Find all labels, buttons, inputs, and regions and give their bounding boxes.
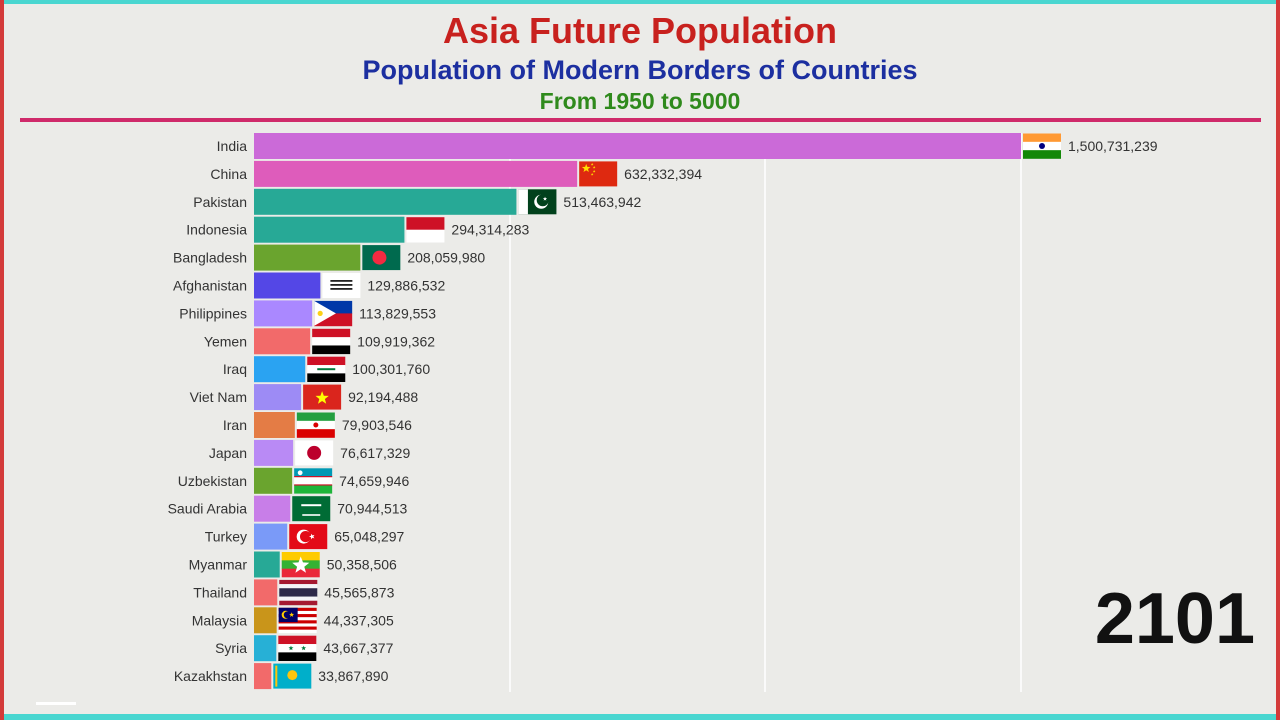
myanmar-flag-icon (281, 552, 320, 578)
bar (254, 523, 288, 550)
bar (254, 300, 313, 327)
value-label: 109,919,362 (357, 333, 435, 349)
bar (254, 133, 1021, 159)
video-progress-bar[interactable] (36, 702, 76, 705)
bar (254, 579, 278, 606)
frame-left-border (0, 0, 4, 720)
chart-subtitle: Population of Modern Borders of Countrie… (362, 55, 918, 85)
india-flag-icon (1023, 133, 1061, 159)
category-label: Malaysia (192, 612, 247, 628)
chart-title: Asia Future Population (442, 10, 837, 51)
bar (254, 551, 280, 578)
bar (254, 272, 321, 299)
japan-flag-icon (295, 440, 334, 466)
value-label: 113,829,553 (359, 305, 436, 321)
chart-date-range: From 1950 to 5000 (539, 88, 741, 114)
bar (254, 244, 361, 271)
thailand-flag-icon (279, 579, 318, 606)
bar (254, 495, 291, 522)
bangladesh-flag-icon (362, 245, 401, 271)
value-label: 129,886,532 (367, 278, 445, 294)
value-label: 43,667,377 (323, 640, 393, 656)
value-label: 1,500,731,239 (1068, 138, 1158, 154)
category-label: Bangladesh (173, 250, 247, 266)
bar (254, 439, 294, 466)
frame-bottom-border (0, 714, 1280, 720)
category-label: Viet Nam (190, 389, 247, 405)
iraq-flag-icon (307, 356, 346, 382)
china-flag-icon (579, 161, 618, 187)
category-label: Yemen (204, 333, 247, 349)
category-label: Iraq (223, 361, 247, 377)
value-label: 33,867,890 (318, 668, 388, 684)
category-label: Saudi Arabia (168, 501, 248, 517)
value-label: 70,944,513 (337, 501, 407, 517)
frame-right-border (1276, 0, 1280, 720)
value-label: 44,337,305 (324, 612, 394, 628)
category-label: Afghanistan (173, 278, 247, 294)
value-label: 74,659,946 (339, 473, 409, 489)
malaysia-flag-icon (278, 607, 317, 634)
value-label: 100,301,760 (352, 361, 430, 377)
year-counter: 2101 (1094, 579, 1255, 659)
indonesia-flag-icon (406, 217, 445, 243)
category-label: India (217, 138, 248, 154)
bar (254, 328, 311, 355)
iran-flag-icon (296, 412, 335, 438)
category-label: Syria (215, 640, 247, 656)
turkey-flag-icon (289, 524, 328, 550)
philippines-flag-icon (314, 300, 353, 327)
value-label: 92,194,488 (348, 389, 418, 405)
bar (254, 216, 405, 243)
bar (254, 467, 293, 494)
value-label: 632,332,394 (624, 166, 702, 182)
viet-nam-flag-icon (303, 384, 342, 410)
bar (254, 663, 272, 690)
kazakhstan-flag-icon (273, 663, 312, 689)
category-label: Thailand (193, 584, 247, 600)
saudi-arabia-flag-icon (292, 496, 331, 522)
bar (254, 384, 302, 411)
bar (254, 356, 306, 383)
title-divider (20, 118, 1261, 122)
value-label: 513,463,942 (563, 194, 641, 210)
category-label: Myanmar (189, 557, 248, 573)
value-label: 294,314,283 (451, 222, 529, 238)
afghanistan-flag-icon (322, 273, 361, 298)
category-label: Kazakhstan (174, 668, 247, 684)
uzbekistan-flag-icon (294, 468, 333, 494)
frame-top-border (0, 0, 1280, 4)
bar (254, 635, 277, 662)
pakistan-flag-icon (518, 189, 557, 215)
value-label: 45,565,873 (324, 584, 394, 600)
value-label: 76,617,329 (340, 445, 410, 461)
value-label: 65,048,297 (334, 529, 404, 545)
bar (254, 607, 277, 634)
value-label: 79,903,546 (342, 417, 412, 433)
bar (254, 188, 517, 215)
value-label: 208,059,980 (407, 250, 485, 266)
bar (254, 160, 578, 187)
category-label: Japan (209, 445, 247, 461)
category-label: Philippines (179, 305, 247, 321)
value-label: 50,358,506 (327, 557, 397, 573)
category-label: Pakistan (193, 194, 247, 210)
syria-flag-icon (278, 635, 317, 661)
bar (254, 412, 295, 438)
category-label: Iran (223, 417, 247, 433)
category-label: Turkey (205, 529, 247, 545)
category-label: Uzbekistan (178, 473, 247, 489)
category-label: China (210, 166, 247, 182)
yemen-flag-icon (312, 328, 351, 355)
category-label: Indonesia (186, 222, 247, 238)
